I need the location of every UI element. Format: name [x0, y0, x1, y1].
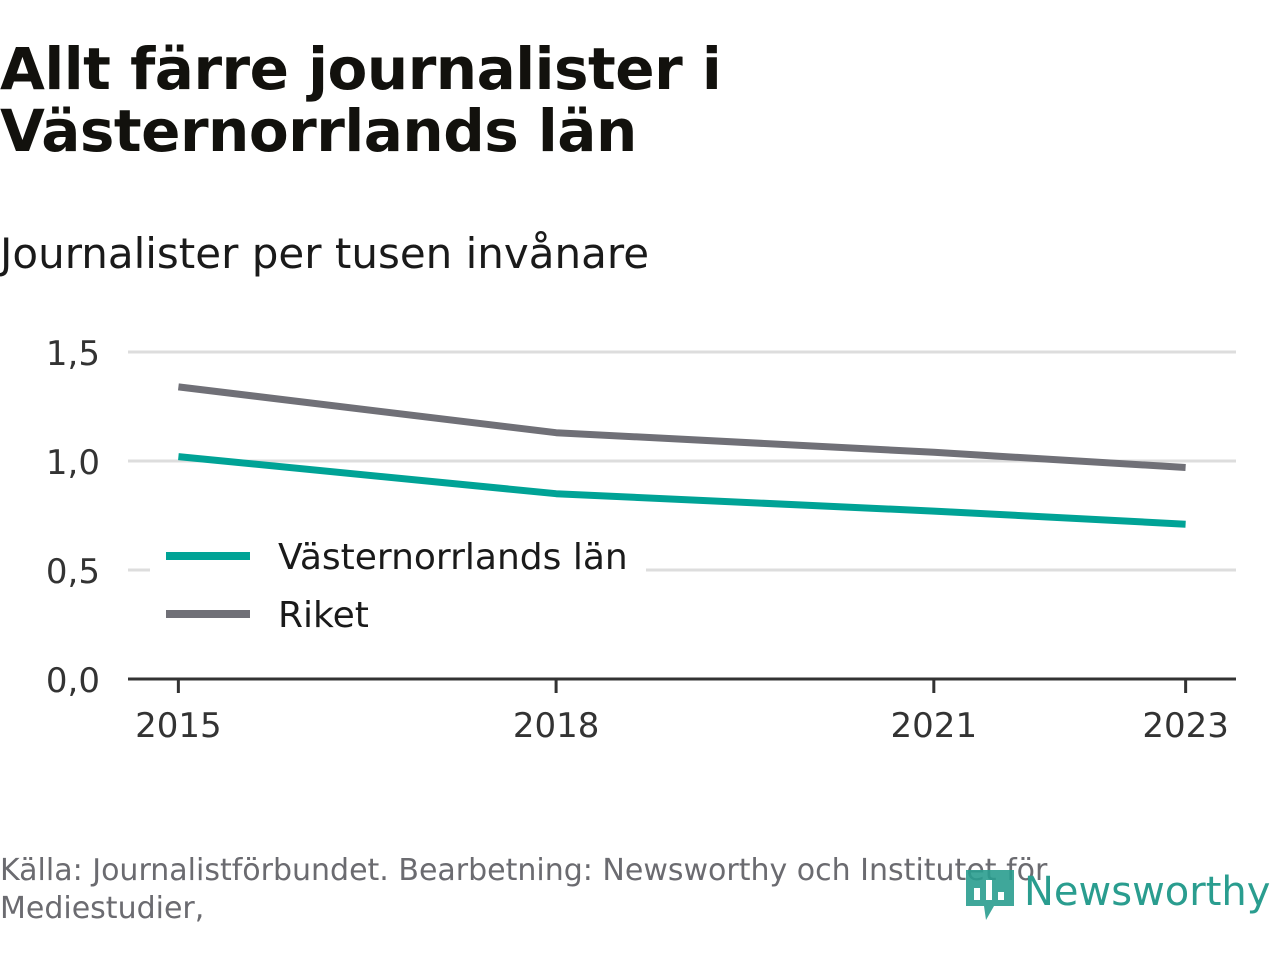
y-tick-label: 0,0	[46, 661, 100, 701]
brand-name: Newsworthy	[1024, 869, 1271, 915]
legend-background	[150, 532, 646, 650]
axes: 0,0 0,5 1,0 1,5 2015 2018 2021 2023	[46, 334, 1236, 746]
x-tick-label: 2021	[891, 706, 978, 746]
x-tick-label: 2015	[135, 706, 222, 746]
legend: Västernorrlands län Riket	[150, 532, 646, 650]
x-tick-label: 2023	[1142, 706, 1229, 746]
series-lines	[177, 383, 1186, 528]
y-tick-label: 0,5	[46, 552, 100, 592]
series-line-riket	[177, 383, 1186, 471]
y-tick-label: 1,5	[46, 334, 100, 374]
source-note: Källa: Journalistförbundet. Bearbetning:…	[0, 853, 1048, 926]
line-chart: 0,0 0,5 1,0 1,5 2015 2018 2021 2023 Västernorrl…	[46, 334, 1236, 746]
newsworthy-logo-icon	[966, 870, 1014, 920]
chart-subtitle: Journalister per tusen invånare	[0, 229, 650, 278]
chart-title: Allt färre journalister i Västernorrland…	[0, 35, 722, 165]
x-tick-label: 2018	[513, 706, 600, 746]
legend-label: Västernorrlands län	[278, 537, 628, 578]
legend-label: Riket	[278, 595, 369, 636]
series-line-vasternorrlands-lan	[178, 453, 1186, 528]
brand-logo: Newsworthy	[964, 862, 1270, 922]
y-tick-label: 1,0	[46, 443, 100, 483]
